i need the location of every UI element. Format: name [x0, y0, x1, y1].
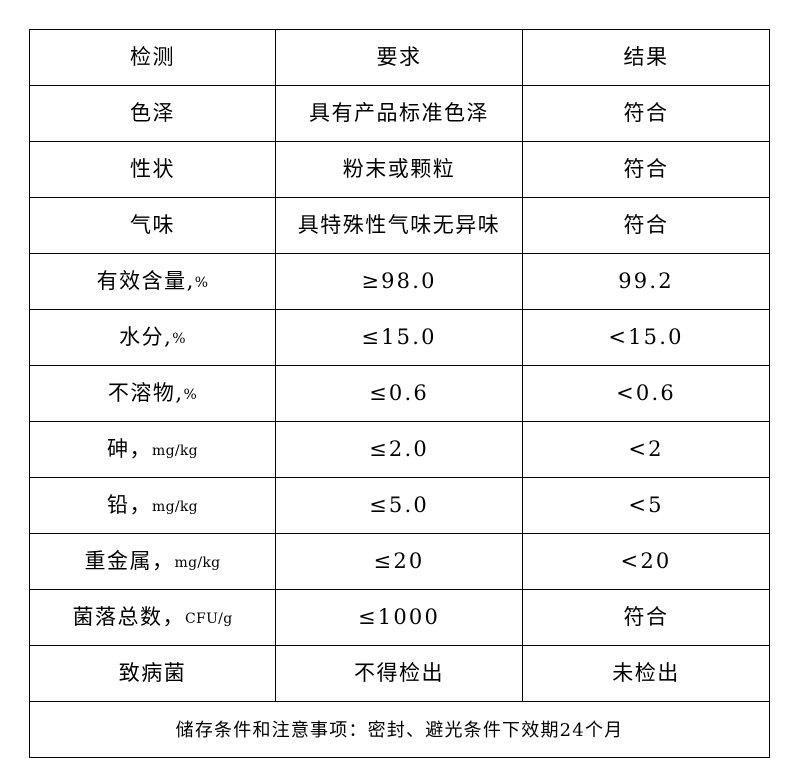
requirement-value: 粉末或颗粒 — [342, 157, 456, 182]
cell-result: <15.0 — [522, 309, 770, 366]
result-value: 符合 — [623, 213, 669, 238]
column-header-3: 结果 — [522, 29, 770, 86]
cell-result: 符合 — [522, 85, 770, 142]
specification-table: 检测 要求 结果 色泽 具有产品标准色泽 符合 性状 粉末或颗粒 符合 气味 具特殊性气味无异味 符合… — [29, 29, 770, 758]
cell-result: <2 — [522, 421, 770, 478]
table-row: 重金属，mg/kg ≤20 <20 — [29, 533, 770, 590]
cell-item: 水分,% — [29, 309, 276, 366]
table-row: 菌落总数，CFU/g ≤1000 符合 — [29, 589, 770, 646]
item-label: 致病菌 — [118, 661, 187, 686]
table-row: 水分,% ≤15.0 <15.0 — [29, 309, 770, 366]
requirement-value: ≤15.0 — [361, 325, 437, 350]
result-value: <15.0 — [608, 325, 684, 350]
requirement-value: 具特殊性气味无异味 — [297, 213, 501, 238]
column-header-2: 要求 — [275, 29, 523, 86]
requirement-value: ≥98.0 — [361, 269, 437, 294]
cell-item: 菌落总数，CFU/g — [29, 589, 276, 646]
item-unit: CFU/g — [185, 611, 233, 628]
item-unit: mg/kg — [152, 443, 198, 460]
column-header-1: 检测 — [29, 29, 276, 86]
item-label: 色泽 — [130, 101, 175, 126]
result-value: <5 — [628, 493, 664, 518]
table-row: 致病菌 不得检出 未检出 — [29, 645, 770, 702]
item-unit: % — [194, 275, 209, 292]
table-row: 不溶物,% ≤0.6 <0.6 — [29, 365, 770, 422]
cell-requirement: ≤1000 — [275, 589, 523, 646]
cell-requirement: ≤15.0 — [275, 309, 523, 366]
cell-item: 色泽 — [29, 85, 276, 142]
cell-requirement: 具特殊性气味无异味 — [275, 197, 523, 254]
requirement-value: ≤1000 — [357, 605, 441, 630]
cell-item: 气味 — [29, 197, 276, 254]
item-label: 菌落总数， — [72, 605, 186, 630]
cell-item: 重金属，mg/kg — [29, 533, 276, 590]
table-row: 气味 具特殊性气味无异味 符合 — [29, 197, 770, 254]
cell-requirement: ≤5.0 — [275, 477, 523, 534]
table-row: 性状 粉末或颗粒 符合 — [29, 141, 770, 198]
column-header-label: 结果 — [623, 45, 669, 70]
cell-result: 符合 — [522, 589, 770, 646]
result-value: <20 — [620, 549, 672, 574]
item-unit: % — [183, 387, 198, 404]
item-unit: % — [172, 331, 186, 348]
cell-requirement: 不得检出 — [275, 645, 523, 702]
cell-result: <20 — [522, 533, 770, 590]
cell-requirement: ≤2.0 — [275, 421, 523, 478]
requirement-value: 具有产品标准色泽 — [309, 101, 489, 126]
column-header-label: 检测 — [130, 45, 175, 70]
item-label: 水分, — [119, 325, 173, 350]
cell-result: <0.6 — [522, 365, 770, 422]
storage-note-cell: 储存条件和注意事项：密封、避光条件下效期24个月 — [29, 701, 770, 758]
item-label: 铅， — [107, 493, 153, 518]
item-label: 有效含量, — [96, 269, 195, 294]
cell-result: 符合 — [522, 197, 770, 254]
cell-result: 99.2 — [522, 253, 770, 310]
result-value: 99.2 — [618, 269, 674, 294]
item-unit: mg/kg — [174, 555, 221, 572]
result-value: 符合 — [623, 605, 669, 630]
storage-note-text: 储存条件和注意事项：密封、避光条件下效期24个月 — [175, 720, 624, 742]
item-label: 不溶物, — [107, 381, 184, 406]
item-unit: mg/kg — [152, 499, 198, 516]
column-header-label: 要求 — [376, 45, 422, 70]
table-row: 色泽 具有产品标准色泽 符合 — [29, 85, 770, 142]
requirement-value: ≤5.0 — [369, 493, 429, 518]
requirement-value: ≤20 — [373, 549, 425, 574]
table-row: 铅，mg/kg ≤5.0 <5 — [29, 477, 770, 534]
cell-result: 未检出 — [522, 645, 770, 702]
table-body: 检测 要求 结果 色泽 具有产品标准色泽 符合 性状 粉末或颗粒 符合 气味 具特殊性气味无异味 符合… — [29, 29, 770, 758]
requirement-value: ≤2.0 — [369, 437, 429, 462]
cell-item: 砷，mg/kg — [29, 421, 276, 478]
cell-result: 符合 — [522, 141, 770, 198]
requirement-value: ≤0.6 — [369, 381, 429, 406]
table-row: 有效含量,% ≥98.0 99.2 — [29, 253, 770, 310]
cell-result: <5 — [522, 477, 770, 534]
item-label: 气味 — [130, 213, 175, 238]
result-value: <2 — [628, 437, 664, 462]
table-row: 砷，mg/kg ≤2.0 <2 — [29, 421, 770, 478]
item-label: 重金属， — [84, 549, 175, 574]
result-value: 符合 — [623, 157, 669, 182]
cell-requirement: ≥98.0 — [275, 253, 523, 310]
result-value: <0.6 — [616, 381, 676, 406]
item-label: 性状 — [130, 157, 175, 182]
cell-requirement: ≤20 — [275, 533, 523, 590]
cell-requirement: 粉末或颗粒 — [275, 141, 523, 198]
result-value: 符合 — [623, 101, 669, 126]
cell-item: 不溶物,% — [29, 365, 276, 422]
table-header-row: 检测 要求 结果 — [29, 29, 770, 86]
table-note-row: 储存条件和注意事项：密封、避光条件下效期24个月 — [29, 701, 770, 758]
cell-requirement: ≤0.6 — [275, 365, 523, 422]
cell-item: 性状 — [29, 141, 276, 198]
cell-item: 有效含量,% — [29, 253, 276, 310]
cell-item: 致病菌 — [29, 645, 276, 702]
cell-requirement: 具有产品标准色泽 — [275, 85, 523, 142]
result-value: 未检出 — [612, 661, 680, 686]
requirement-value: 不得检出 — [354, 661, 444, 686]
cell-item: 铅，mg/kg — [29, 477, 276, 534]
item-label: 砷， — [107, 437, 153, 462]
